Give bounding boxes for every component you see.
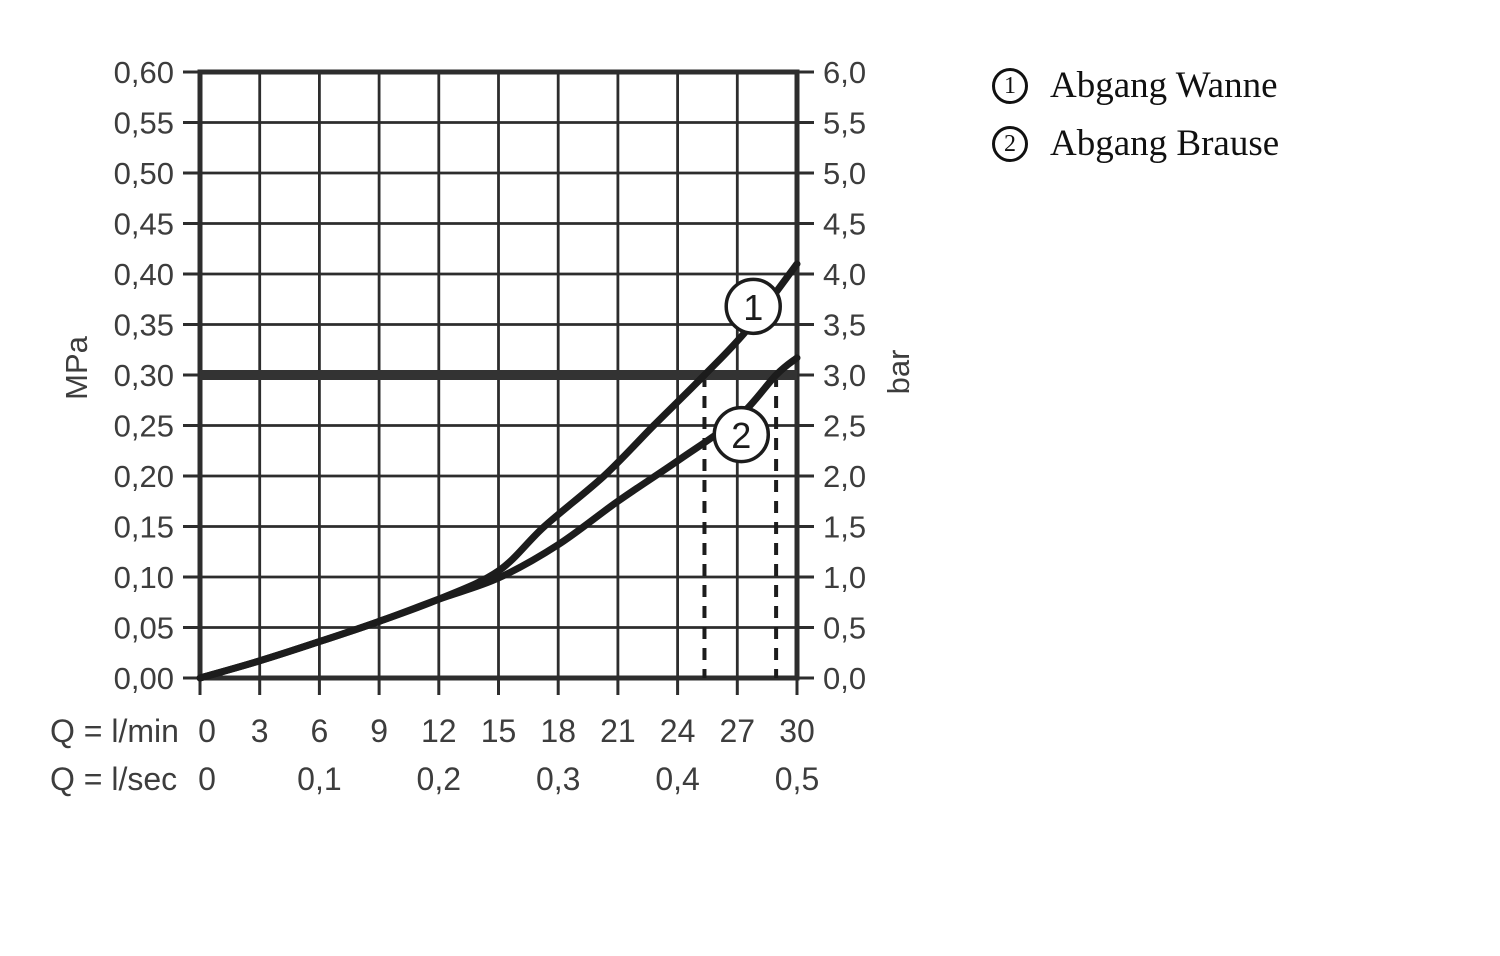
x-axis-tick-label: 3 xyxy=(251,713,269,749)
x-axis-tick-label: 0 xyxy=(198,713,216,749)
y-left-tick-label: 0,20 xyxy=(114,459,174,494)
legend-label-brause: Abgang Brause xyxy=(1050,122,1280,164)
y-right-tick-label: 6,0 xyxy=(823,55,866,90)
y-left-tick-label: 0,30 xyxy=(114,358,174,393)
y-left-tick-label: 0,05 xyxy=(114,610,174,645)
y-right-tick-label: 4,0 xyxy=(823,257,866,292)
y-right-tick-label: 0,0 xyxy=(823,661,866,696)
legend-circled-1-icon: 1 xyxy=(992,68,1028,105)
y-left-tick-label: 0,40 xyxy=(114,257,174,292)
y-right-unit-label: bar xyxy=(881,350,916,395)
x-axis-tick-label: 0,4 xyxy=(655,761,699,797)
y-left-tick-label: 0,50 xyxy=(114,156,174,191)
legend-circled-2-icon: 2 xyxy=(992,126,1028,163)
curve-marker-number-1: 1 xyxy=(743,287,763,328)
x-axis-tick-label: 21 xyxy=(600,713,636,749)
x-axis-row-label: Q = l/min xyxy=(50,713,179,749)
legend-item-brause: 2 Abgang Brause xyxy=(992,122,1280,165)
y-left-tick-label: 0,55 xyxy=(114,105,174,140)
x-axis-tick-label: 0,5 xyxy=(775,761,819,797)
y-left-tick-label: 0,25 xyxy=(114,408,174,443)
legend-marker-number: 2 xyxy=(1004,131,1016,158)
x-axis-tick-label: 0,1 xyxy=(297,761,341,797)
y-left-unit-label: MPa xyxy=(59,335,94,400)
x-axis-tick-label: 0,2 xyxy=(417,761,461,797)
y-right-tick-label: 0,5 xyxy=(823,610,866,645)
x-axis-tick-label: 0 xyxy=(198,761,216,797)
x-axis-tick-label: 27 xyxy=(720,713,756,749)
y-right-tick-label: 1,5 xyxy=(823,509,866,544)
y-left-tick-label: 0,45 xyxy=(114,206,174,241)
x-axis-tick-label: 9 xyxy=(370,713,388,749)
y-right-tick-label: 4,5 xyxy=(823,206,866,241)
y-right-tick-label: 3,0 xyxy=(823,358,866,393)
y-left-tick-label: 0,10 xyxy=(114,560,174,595)
curve-marker-number-2: 2 xyxy=(731,415,751,456)
x-axis-tick-label: 15 xyxy=(481,713,517,749)
x-axis-tick-label: 24 xyxy=(660,713,696,749)
y-left-tick-label: 0,00 xyxy=(114,661,174,696)
curve-marker-circle-1 xyxy=(724,277,782,336)
x-axis-tick-label: 0,3 xyxy=(536,761,580,797)
x-axis-row-label: Q = l/sec xyxy=(50,761,177,797)
y-right-tick-label: 2,5 xyxy=(823,408,866,443)
x-axis-tick-label: 30 xyxy=(779,713,815,749)
x-axis-tick-label: 18 xyxy=(540,713,576,749)
legend-item-wanne: 1 Abgang Wanne xyxy=(992,65,1279,107)
x-axis-tick-label: 12 xyxy=(421,713,457,749)
y-right-tick-label: 5,0 xyxy=(823,156,866,191)
y-left-tick-label: 0,35 xyxy=(114,307,174,342)
y-right-tick-label: 5,5 xyxy=(823,105,866,140)
y-left-tick-label: 0,60 xyxy=(114,55,174,90)
x-axis-tick-label: 6 xyxy=(311,713,329,749)
legend-label-wanne: Abgang Wanne xyxy=(1050,65,1278,106)
y-left-tick-label: 0,15 xyxy=(114,509,174,544)
legend: 1 Abgang Wanne 2 Abgang Brause xyxy=(992,65,1280,165)
legend-marker-number: 1 xyxy=(1004,73,1016,100)
y-right-tick-label: 1,0 xyxy=(823,560,866,595)
y-right-tick-label: 2,0 xyxy=(823,459,866,494)
curve-marker-circle-2 xyxy=(712,405,771,464)
y-right-tick-label: 3,5 xyxy=(823,307,866,342)
